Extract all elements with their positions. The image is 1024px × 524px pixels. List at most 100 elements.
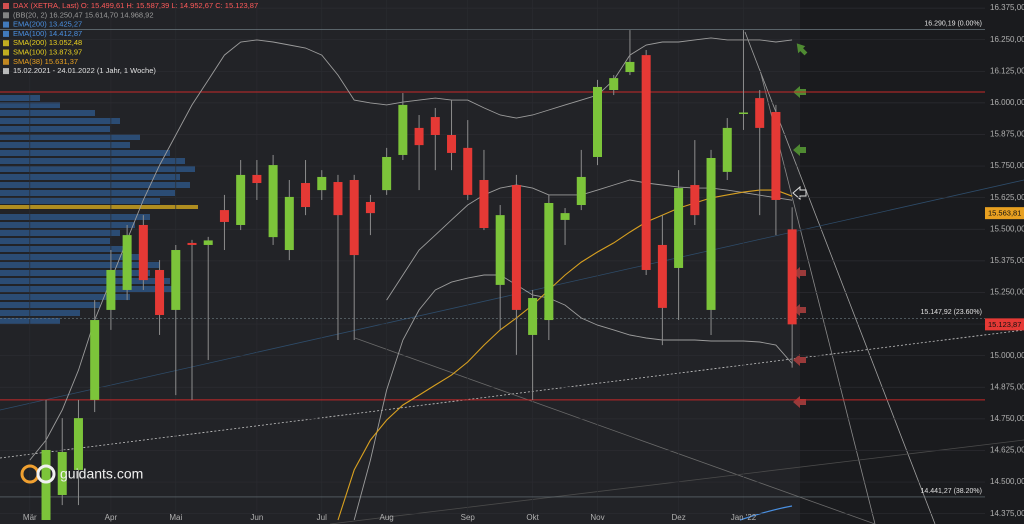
candle-body bbox=[155, 269, 165, 315]
candle-body bbox=[738, 112, 748, 115]
y-tick-label: 14.750,00 bbox=[990, 414, 1024, 423]
candle-body bbox=[706, 157, 716, 310]
candle-body bbox=[171, 250, 181, 310]
candle-body bbox=[349, 179, 359, 256]
candle-body bbox=[252, 174, 262, 184]
legend-icon bbox=[3, 68, 9, 75]
x-tick-label: Jun bbox=[250, 513, 263, 522]
candle-body bbox=[219, 210, 229, 222]
candle-body bbox=[187, 242, 197, 245]
candle-body bbox=[90, 320, 100, 400]
candle-body bbox=[301, 183, 311, 208]
x-tick-label: Mai bbox=[169, 513, 182, 522]
logo: guidants.com bbox=[20, 464, 143, 484]
candle-body bbox=[544, 202, 554, 321]
y-tick-label: 15.750,00 bbox=[990, 161, 1024, 170]
volume-profile bbox=[0, 95, 195, 324]
legend: DAX (XETRA, Last) O: 15.499,61 H: 15.587… bbox=[3, 1, 258, 75]
legend-icon bbox=[3, 12, 9, 19]
y-tick-label: 16.250,00 bbox=[990, 35, 1024, 44]
candle-body bbox=[365, 201, 375, 214]
x-tick-label: Nov bbox=[590, 513, 604, 522]
legend-entry: (BB(20, 2) 16.250,47 15.614,70 14.968,92 bbox=[13, 10, 154, 19]
y-tick-label: 16.000,00 bbox=[990, 98, 1024, 107]
candle-body bbox=[122, 235, 132, 290]
price-tag-label: 15.563,81 bbox=[988, 209, 1021, 218]
logo-text: guidants.com bbox=[60, 466, 143, 482]
fib-label: 15.147,92 (23.60%) bbox=[921, 309, 983, 316]
y-tick-label: 15.500,00 bbox=[990, 224, 1024, 233]
candle-body bbox=[576, 176, 586, 206]
y-tick-label: 15.250,00 bbox=[990, 288, 1024, 297]
legend-entry: SMA(100) 13.873,97 bbox=[13, 47, 82, 56]
candle-body bbox=[657, 244, 667, 308]
legend-icon bbox=[3, 58, 9, 65]
band-lower bbox=[353, 274, 793, 521]
fib-label: 14.441,27 (38.20%) bbox=[921, 488, 983, 495]
y-tick-label: 15.625,00 bbox=[990, 193, 1024, 202]
legend-entry: EMA(200) 13.425,27 bbox=[13, 20, 82, 29]
y-tick-label: 14.875,00 bbox=[990, 382, 1024, 391]
x-tick-label: Okt bbox=[526, 513, 539, 522]
candle-body bbox=[609, 78, 619, 90]
candle-body bbox=[414, 127, 424, 146]
candle-body bbox=[268, 165, 278, 238]
legend-icon bbox=[3, 49, 9, 56]
legend-icon bbox=[3, 30, 9, 37]
x-tick-label: Mär bbox=[23, 513, 37, 522]
candle-body bbox=[73, 418, 83, 470]
candle-body bbox=[511, 185, 521, 310]
candle-body bbox=[771, 111, 781, 200]
y-tick-label: 16.125,00 bbox=[990, 66, 1024, 75]
y-tick-label: 15.875,00 bbox=[990, 130, 1024, 139]
legend-entry: SMA(38) 15.631,37 bbox=[13, 57, 78, 66]
candle-body bbox=[690, 185, 700, 216]
candle-body bbox=[236, 174, 246, 225]
candle-body bbox=[138, 224, 148, 281]
band-upper bbox=[29, 37, 793, 461]
price-tag bbox=[985, 207, 1024, 220]
candle-body bbox=[41, 449, 51, 520]
x-tick-label: Apr bbox=[105, 513, 118, 522]
legend-entry: 15.02.2021 - 24.01.2022 (1 Jahr, 1 Woche… bbox=[13, 66, 156, 75]
y-tick-label: 14.500,00 bbox=[990, 477, 1024, 486]
candle-body bbox=[787, 229, 797, 325]
point-of-control bbox=[0, 205, 198, 209]
candle-body bbox=[284, 196, 294, 251]
candle-body bbox=[447, 134, 457, 153]
candle-body bbox=[382, 156, 392, 191]
candle-body bbox=[333, 182, 343, 216]
x-tick-label: Aug bbox=[380, 513, 394, 522]
price-tag-label: 15.123,87 bbox=[988, 320, 1021, 329]
candle-body bbox=[203, 240, 213, 245]
legend-icon bbox=[3, 21, 9, 28]
candle-body bbox=[398, 104, 408, 155]
y-tick-label: 15.375,00 bbox=[990, 256, 1024, 265]
future-area bbox=[800, 0, 1024, 524]
legend-entry: DAX (XETRA, Last) O: 15.499,61 H: 15.587… bbox=[13, 1, 258, 10]
candle-body bbox=[641, 55, 651, 270]
candle-body bbox=[722, 127, 732, 172]
candle-body bbox=[430, 117, 440, 135]
candle-body bbox=[317, 176, 327, 191]
candle-body bbox=[106, 269, 116, 310]
x-tick-label: Dez bbox=[671, 513, 685, 522]
band-middle bbox=[386, 179, 793, 301]
legend-icon bbox=[3, 40, 9, 47]
x-tick-label: Jul bbox=[317, 513, 327, 522]
candle-body bbox=[625, 61, 635, 73]
y-tick-label: 14.625,00 bbox=[990, 446, 1024, 455]
candle-body bbox=[495, 215, 505, 285]
y-tick-label: 16.375,00 bbox=[990, 3, 1024, 12]
fib-label: 16.290,19 (0.00%) bbox=[924, 20, 982, 27]
candle-body bbox=[479, 179, 489, 229]
x-tick-label: Jan '22 bbox=[731, 513, 757, 522]
candle-body bbox=[593, 86, 602, 157]
candle-body bbox=[674, 188, 684, 268]
candle-body bbox=[463, 147, 473, 195]
sma-line bbox=[337, 189, 793, 521]
legend-entry: EMA(100) 14.412,87 bbox=[13, 29, 82, 38]
price-tag bbox=[985, 318, 1024, 331]
